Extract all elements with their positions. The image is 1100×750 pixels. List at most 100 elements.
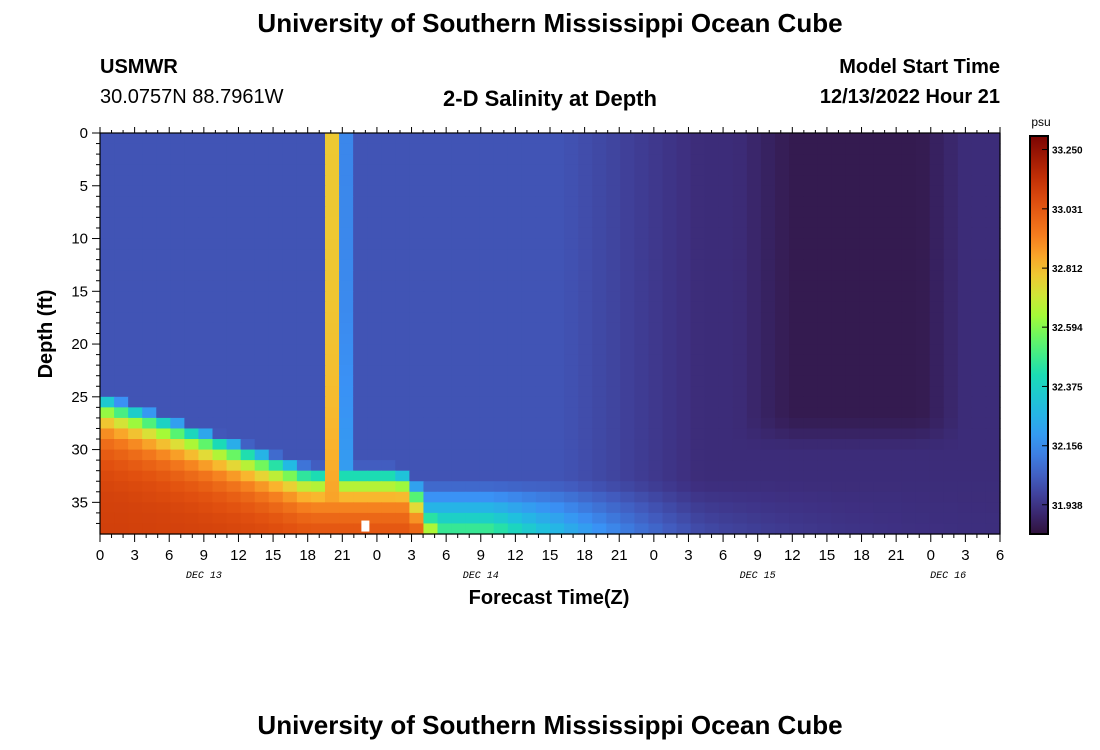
heatmap-cell: [859, 217, 875, 229]
heatmap-cell: [184, 249, 200, 261]
heatmap-cell: [353, 175, 368, 187]
heatmap-cell: [367, 354, 382, 366]
heatmap-cell: [296, 512, 312, 525]
heatmap-cell: [100, 439, 115, 451]
heatmap-cell: [746, 365, 762, 377]
heatmap-cell: [943, 270, 959, 282]
heatmap-cell: [268, 417, 284, 430]
heatmap-cell: [226, 280, 242, 292]
heatmap-cell: [718, 312, 734, 324]
heatmap-cell: [198, 238, 214, 250]
heatmap-cell: [395, 164, 410, 176]
heatmap-cell: [367, 523, 382, 535]
heatmap-cell: [268, 512, 284, 525]
heatmap-cell: [887, 439, 903, 451]
heatmap-cell: [114, 206, 129, 219]
heatmap-cell: [409, 227, 425, 240]
heatmap-cell: [704, 428, 720, 440]
heatmap-cell: [859, 333, 875, 345]
heatmap-cell: [957, 270, 973, 282]
heatmap-cell: [367, 322, 382, 335]
heatmap-cell: [817, 249, 832, 261]
heatmap-cell: [746, 407, 762, 419]
heatmap-cell: [240, 407, 256, 419]
heatmap-cell: [578, 154, 593, 166]
heatmap-cell: [887, 291, 903, 303]
heatmap-cell: [296, 449, 312, 461]
heatmap-cell: [845, 249, 860, 261]
heatmap-cell: [648, 460, 664, 472]
heatmap-cell: [353, 217, 368, 229]
heatmap-cell: [100, 375, 115, 387]
heatmap-cell: [198, 259, 214, 271]
heatmap-cell: [606, 396, 621, 408]
heatmap-cell: [507, 365, 523, 377]
heatmap-cell: [901, 238, 917, 250]
heatmap-cell: [760, 333, 776, 345]
heatmap-cell: [381, 185, 396, 197]
heatmap-cell: [957, 301, 973, 313]
heatmap-cell: [873, 344, 889, 356]
heatmap-cell: [114, 133, 129, 145]
heatmap-cell: [845, 502, 860, 514]
x-tick-label: 21: [888, 547, 905, 564]
heatmap-cell: [479, 259, 495, 271]
heatmap-cell: [775, 217, 790, 229]
heatmap-cell: [971, 523, 987, 535]
heatmap-cell: [535, 502, 551, 514]
heatmap-cell: [690, 333, 706, 345]
heatmap-cell: [985, 238, 1001, 250]
heatmap-cell: [128, 417, 143, 430]
heatmap-cell: [831, 449, 846, 461]
heatmap-cell: [718, 227, 734, 240]
heatmap-cell: [887, 449, 903, 461]
heatmap-cell: [254, 460, 270, 472]
heatmap-cell: [409, 407, 425, 419]
heatmap-cell: [296, 164, 312, 176]
heatmap-cell: [957, 491, 973, 503]
heatmap-cell: [971, 196, 987, 208]
heatmap-cell: [985, 439, 1001, 451]
heatmap-cell: [170, 396, 185, 408]
colorbar-frame: [1029, 135, 1049, 535]
heatmap-cell: [620, 481, 635, 493]
heatmap-cell: [760, 312, 776, 324]
heatmap-cell: [690, 154, 706, 166]
heatmap-cell: [845, 175, 860, 187]
heatmap-cell: [493, 154, 509, 166]
heatmap-cell: [156, 154, 171, 166]
heatmap-cell: [859, 344, 875, 356]
heatmap-cell: [156, 491, 171, 503]
heatmap-cell: [325, 259, 340, 271]
x-axis: 0 3 6 9 12 15 18 21 0 3 6 9 12 15 18 21 0 3 6 9 12 15 18 21 0 3 6D…: [96, 127, 1004, 582]
heatmap-cell: [339, 259, 354, 271]
heatmap-cell: [353, 291, 368, 303]
x-tick-label: 9: [477, 547, 485, 564]
heatmap-cell: [648, 439, 664, 451]
heatmap-cell: [507, 270, 523, 282]
heatmap-cell: [831, 185, 846, 197]
x-tick-label: 0: [96, 547, 104, 564]
heatmap-cell: [353, 133, 368, 145]
heatmap-cell: [451, 470, 467, 482]
heatmap-cell: [493, 502, 509, 514]
heatmap-cell: [254, 439, 270, 451]
heatmap-cell: [957, 365, 973, 377]
heatmap-cell: [943, 217, 959, 229]
heatmap-cell: [803, 227, 818, 240]
heatmap-cell: [184, 301, 200, 313]
heatmap-cell: [409, 417, 425, 430]
heatmap-cell: [451, 502, 467, 514]
heatmap-cell: [353, 322, 368, 335]
heatmap-cell: [760, 386, 776, 398]
heatmap-cell: [859, 407, 875, 419]
heatmap-cell: [915, 460, 931, 472]
heatmap-cell: [521, 312, 537, 324]
heatmap-cell: [648, 301, 664, 313]
heatmap-cell: [479, 491, 495, 503]
heatmap-cell: [521, 227, 537, 240]
heatmap-cell: [634, 133, 650, 145]
heatmap-cell: [451, 375, 467, 387]
heatmap-cell: [353, 460, 368, 472]
heatmap-cell: [409, 196, 425, 208]
